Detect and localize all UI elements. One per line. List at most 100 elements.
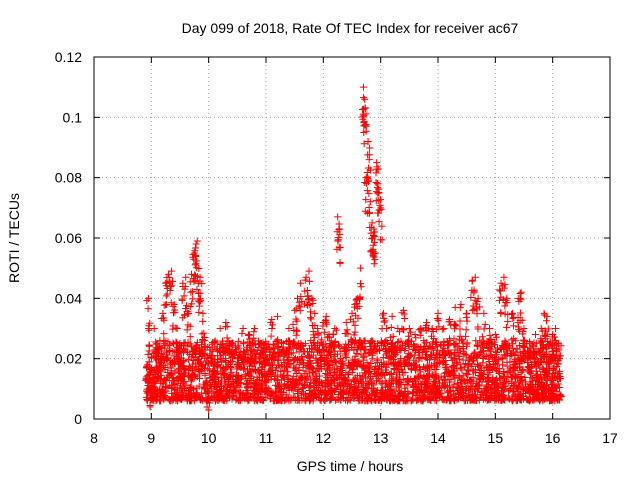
data-point-band [396,371,404,379]
data-point-band [433,351,441,359]
data-point-band [386,381,394,389]
data-point [311,309,319,317]
data-point-band [143,373,151,381]
data-point-band [354,386,362,394]
data-point-band [353,390,361,398]
data-point-band [169,373,177,381]
data-point [152,370,160,378]
data-point-band [457,393,465,401]
data-point-band [414,372,422,380]
data-point [502,296,510,304]
data-point [201,382,209,390]
data-point [167,282,175,290]
data-point-band [144,378,152,386]
data-point [356,295,364,303]
data-point [336,244,344,252]
data-point-band [458,389,466,397]
data-point-band [378,380,386,388]
data-point-band [250,366,258,374]
data-point-band [308,365,316,373]
data-point [445,349,453,357]
data-point-band [191,360,199,368]
data-point-band [452,339,460,347]
data-point [200,384,208,392]
data-point [365,156,373,164]
data-point-band [269,369,277,377]
axis-ticks [93,56,611,420]
data-point [245,362,253,370]
data-point-band [506,364,514,372]
data-point-band [499,361,507,369]
data-point [240,347,248,355]
data-point [503,323,511,331]
data-point-band [168,394,176,402]
x-axis-label: GPS time / hours [297,458,404,474]
data-point-band [483,397,491,405]
data-point-band [302,397,310,405]
data-point-band [176,395,184,403]
data-point-band [366,343,374,351]
data-point-band [156,386,164,394]
data-point [374,209,382,217]
y-tick-label: 0.08 [55,170,82,186]
data-point-band [341,375,349,383]
data-point-band [306,393,314,401]
data-point-band [251,391,259,399]
data-point-band [415,354,423,362]
data-point-band [480,366,488,374]
data-point [381,338,389,346]
data-point-band [320,347,328,355]
data-point [500,284,508,292]
data-point [524,363,532,371]
data-point [504,318,512,326]
data-point [350,331,358,339]
y-tick-label: 0.06 [55,230,82,246]
data-point [296,307,304,315]
data-point [186,333,194,341]
data-point-band [298,388,306,396]
data-point-band [413,387,421,395]
data-point [551,333,559,341]
data-point-band [358,378,366,386]
data-point-band [187,390,195,398]
y-axis-label: ROTI / TECUs [6,193,22,283]
data-point [440,325,448,332]
data-point-band [359,385,367,393]
data-point [207,358,215,366]
data-point [492,355,500,363]
data-point [250,360,258,368]
data-point-band [161,365,169,373]
data-point-band [541,395,549,403]
data-point-band [166,360,174,368]
data-point-band [388,375,396,383]
data-point-band [490,341,498,349]
data-point-band [300,369,308,377]
data-point-band [533,390,541,398]
data-point [353,304,361,312]
data-point [285,325,293,332]
data-point [457,300,465,308]
data-point [555,367,563,375]
data-point [496,287,504,295]
data-point-band [422,353,430,361]
data-point-band [505,387,513,395]
data-point-band [395,379,403,387]
data-point-band [263,384,271,392]
data-point-band [473,382,481,390]
data-point-band [550,393,558,401]
data-point-band [276,380,284,388]
data-point-band [185,362,193,370]
data-point [416,348,424,356]
data-point-band [529,349,537,357]
data-point-band [509,396,517,404]
data-point [256,358,264,366]
data-point [463,342,471,350]
data-point [323,320,331,328]
data-point-band [270,356,278,364]
data-point [325,361,333,369]
data-point-band [242,381,250,389]
data-point [544,325,552,333]
data-point-band [337,372,345,380]
data-point-band [489,374,497,382]
data-point-band [373,357,381,365]
